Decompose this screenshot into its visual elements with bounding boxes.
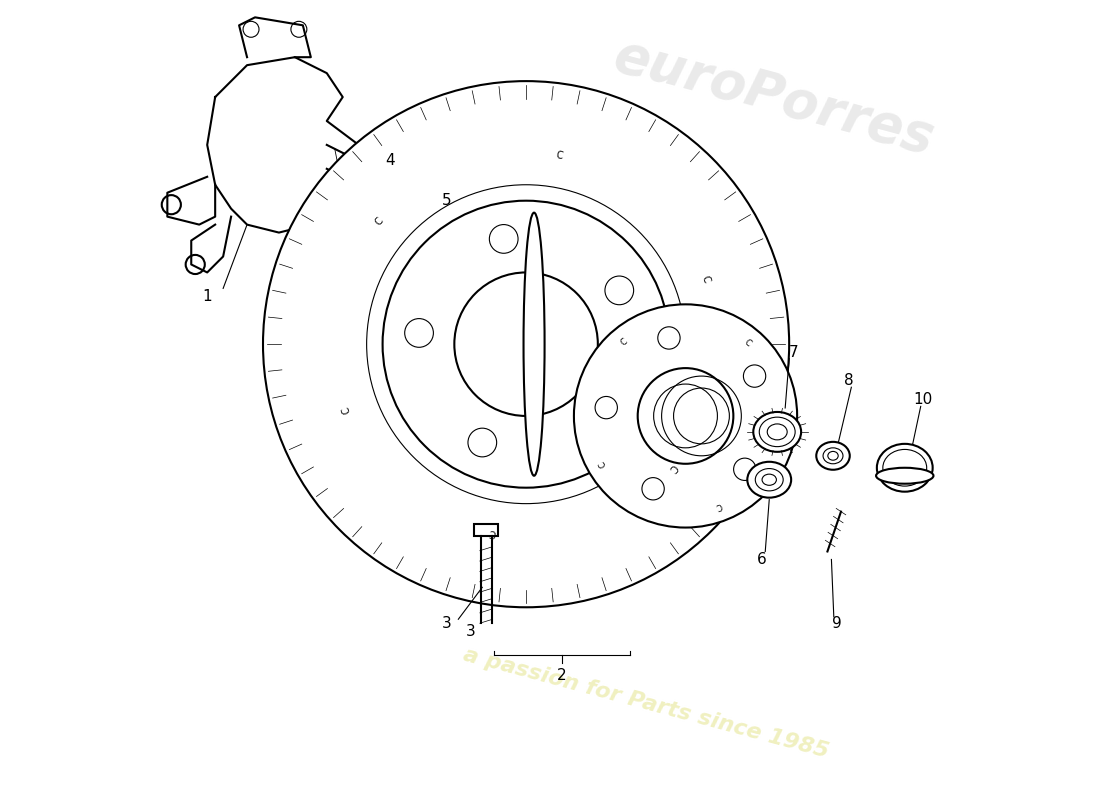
Text: C: C <box>700 274 712 284</box>
Text: 9: 9 <box>832 616 842 630</box>
Polygon shape <box>474 523 498 535</box>
Polygon shape <box>239 18 311 57</box>
Text: 1: 1 <box>202 289 212 304</box>
Text: C: C <box>714 501 723 511</box>
Ellipse shape <box>876 468 934 484</box>
Ellipse shape <box>877 444 933 492</box>
Polygon shape <box>191 217 231 273</box>
Text: 3: 3 <box>441 616 451 630</box>
Text: a passion for Parts since 1985: a passion for Parts since 1985 <box>461 645 830 762</box>
Text: 6: 6 <box>757 552 766 567</box>
Polygon shape <box>167 177 216 225</box>
Text: C: C <box>340 405 352 414</box>
Polygon shape <box>207 57 375 233</box>
Text: 3: 3 <box>465 624 475 638</box>
Text: C: C <box>556 150 563 162</box>
Text: C: C <box>619 338 629 348</box>
Text: 10: 10 <box>913 393 933 407</box>
Ellipse shape <box>390 181 447 229</box>
Text: 8: 8 <box>844 373 854 387</box>
Circle shape <box>574 304 798 527</box>
Text: 4: 4 <box>386 154 395 168</box>
FancyBboxPatch shape <box>661 304 710 527</box>
Ellipse shape <box>754 412 801 452</box>
Text: 5: 5 <box>441 193 451 208</box>
Text: C: C <box>597 459 608 469</box>
Circle shape <box>263 81 789 607</box>
Ellipse shape <box>816 442 850 470</box>
Text: 7: 7 <box>789 345 797 360</box>
Text: C: C <box>741 338 752 348</box>
Ellipse shape <box>524 213 544 476</box>
Text: C: C <box>488 527 497 538</box>
Text: euroPorres: euroPorres <box>607 30 939 165</box>
Ellipse shape <box>747 462 791 498</box>
Text: C: C <box>374 215 385 227</box>
Ellipse shape <box>422 226 494 286</box>
Text: C: C <box>667 462 679 473</box>
Text: 2: 2 <box>557 667 566 682</box>
